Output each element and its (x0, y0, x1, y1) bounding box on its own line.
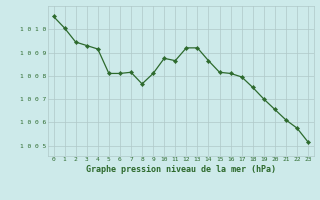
X-axis label: Graphe pression niveau de la mer (hPa): Graphe pression niveau de la mer (hPa) (86, 165, 276, 174)
